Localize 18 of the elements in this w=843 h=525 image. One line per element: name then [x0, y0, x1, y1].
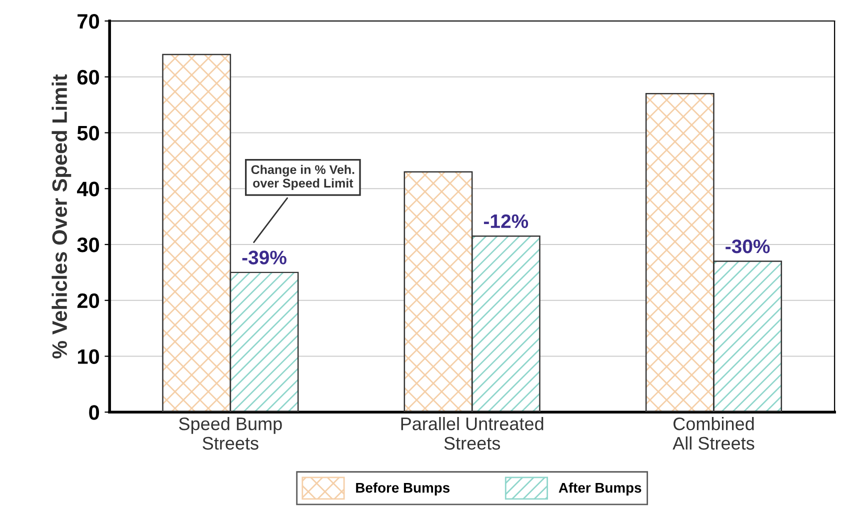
annotation: -30% — [726, 239, 770, 254]
x-tick-label: Combined All Streets — [672, 416, 754, 450]
annotation: Change in % Veh. over Speed Limit — [251, 164, 354, 190]
y-tick-label: 70 — [78, 14, 100, 29]
y-tick-label: 20 — [77, 293, 100, 308]
legend-label: After Bumps — [558, 482, 642, 496]
y-tick-label: 10 — [78, 349, 100, 364]
x-tick-label: Speed Bump Streets — [179, 416, 282, 450]
y-tick-label: 40 — [77, 182, 100, 196]
y-tick-label: 0 — [89, 405, 100, 420]
annotation: -12% — [484, 214, 528, 228]
x-tick-label: Parallel Untreated Streets — [401, 416, 544, 450]
annotation: -39% — [242, 250, 286, 264]
y-axis-title: % Vehicles Over Speed Limit — [52, 74, 72, 358]
y-tick-label: 30 — [77, 238, 100, 252]
y-tick-label: 60 — [77, 70, 100, 85]
y-tick-label: 50 — [77, 126, 100, 141]
legend-label: Before Bumps — [356, 482, 450, 496]
